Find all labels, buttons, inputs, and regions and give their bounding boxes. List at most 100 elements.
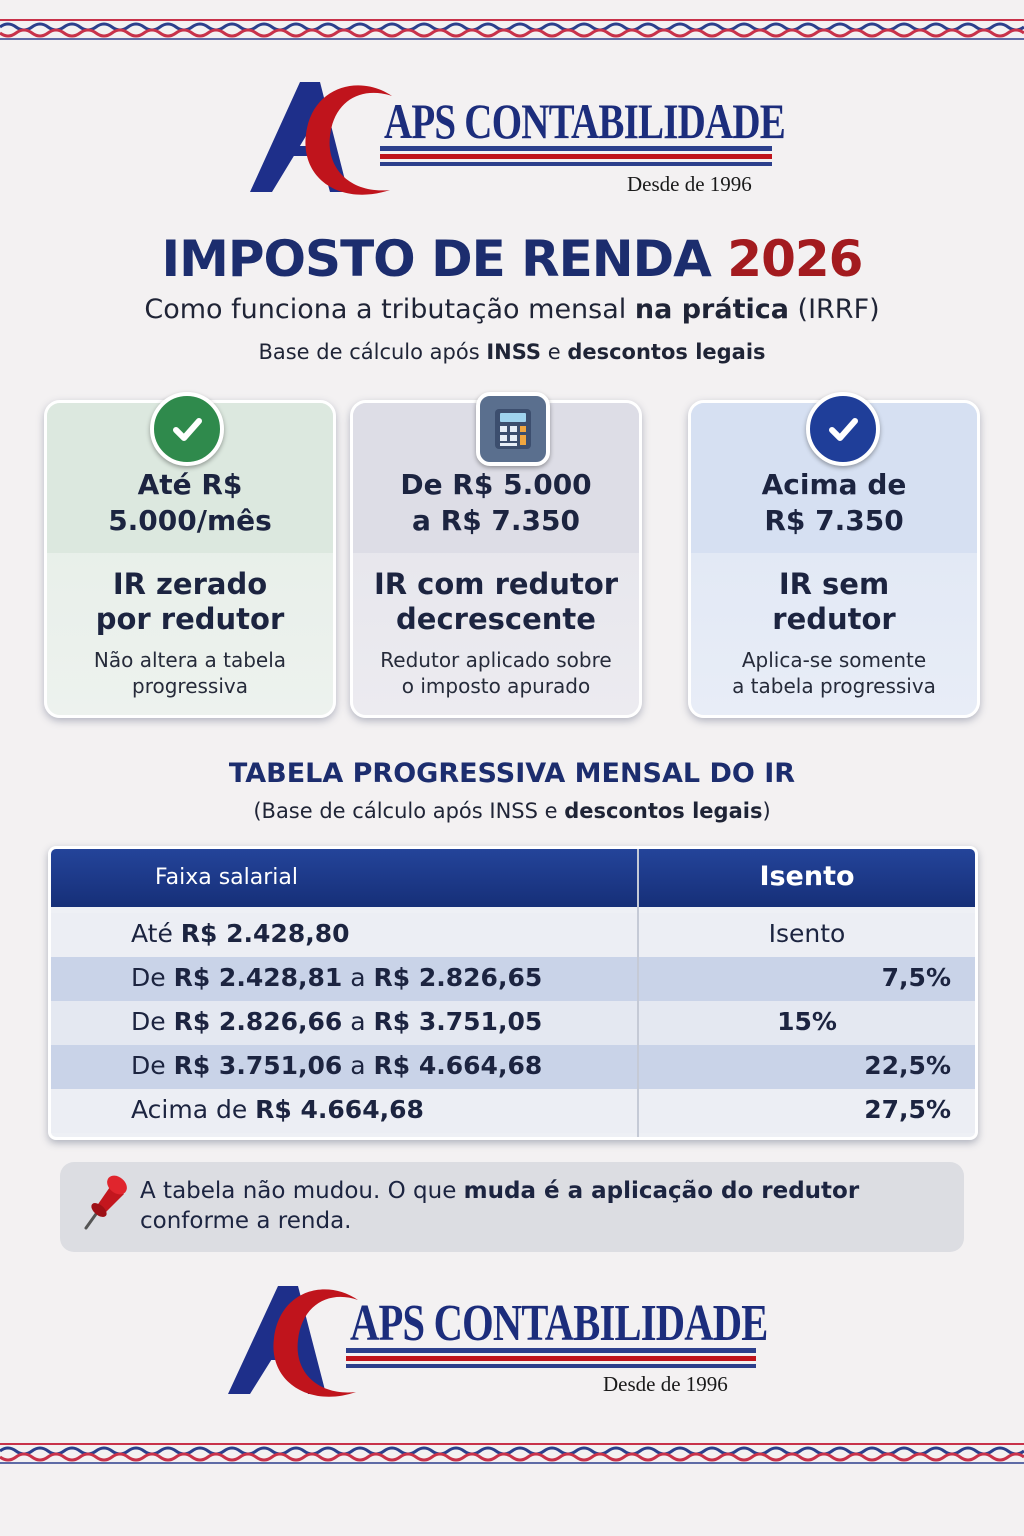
range-cell: Acima de R$ 4.664,68 [131, 1095, 424, 1124]
logo-bottom: APS CONTABILIDADE Desde de 1996 [0, 1282, 1024, 1422]
table-row: Acima de R$ 4.664,68 27,5% [51, 1089, 975, 1133]
range-to: R$ 2.826,65 [373, 963, 543, 992]
range-prefix: Acima de [131, 1095, 256, 1124]
base-pre: Base de cálculo após [258, 340, 487, 364]
card-desc-line2: a tabela progressiva [732, 674, 936, 698]
check-blue-icon [806, 392, 880, 466]
table-header: Faixa salarial Isento [51, 849, 975, 907]
subtitle: Como funciona a tributação mensal na prá… [0, 294, 1024, 325]
rate-cell: 27,5% [864, 1095, 951, 1124]
card-desc-line1: Não altera a tabela [93, 648, 287, 672]
card-range: Até R$ 5.000/mês [47, 467, 333, 539]
range-from: R$ 2.826,66 [173, 1007, 343, 1036]
title-main: IMPOSTO DE RENDA [161, 230, 712, 288]
table-row: De R$ 3.751,06 a R$ 4.664,68 22,5% [51, 1045, 975, 1089]
range-from: R$ 2.428,81 [173, 963, 343, 992]
logo-mark-icon [228, 1286, 756, 1397]
range-prefix: Até [131, 919, 181, 948]
table-sub-bold: descontos legais [564, 799, 763, 823]
header-faixa-salarial: Faixa salarial [155, 865, 299, 890]
card-title-line2: redutor [772, 602, 896, 636]
card-acima-7350: Acima de R$ 7.350 IR sem redutor Aplica-se… [688, 400, 980, 718]
check-green-icon [150, 392, 224, 466]
range-from: R$ 3.751,06 [173, 1051, 343, 1080]
card-range-line1: Acima de [761, 468, 907, 501]
page-title: IMPOSTO DE RENDA 2026 [0, 230, 1024, 288]
rate-cell: 15% [777, 1007, 837, 1036]
card-description: Não altera a tabela progressiva [47, 647, 333, 699]
bottom-wavy-border [0, 1443, 1024, 1464]
card-title: IR zerado por redutor [47, 567, 333, 637]
calculator-icon [476, 392, 550, 466]
subtitle-post: (IRRF) [788, 294, 880, 325]
range-from: R$ 2.428,80 [180, 919, 350, 948]
base-calculation-line: Base de cálculo após INSS e descontos le… [0, 340, 1024, 364]
note-pre: A tabela não mudou. O que [140, 1178, 464, 1204]
card-range-line1: De R$ 5.000 [400, 468, 592, 501]
column-divider [637, 849, 639, 1137]
rate-cell: 7,5% [881, 963, 951, 992]
card-desc-line2: o imposto apurado [401, 674, 591, 698]
card-description: Redutor aplicado sobre o imposto apurado [353, 647, 639, 699]
card-5000-a-7350: De R$ 5.000 a R$ 7.350 IR com redutor decr… [350, 400, 642, 718]
base-descontos: descontos legais [567, 340, 766, 364]
card-title: IR com redutor decrescente [353, 567, 639, 637]
logo-since: Desde de 1996 [627, 172, 752, 196]
table-title: TABELA PROGRESSIVA MENSAL DO IR [228, 758, 796, 789]
table-subtitle: (Base de cálculo após INSS e descontos l… [0, 799, 1024, 823]
range-cell: De R$ 3.751,06 a R$ 4.664,68 [131, 1051, 542, 1080]
logo-top: APS CONTABILIDADE Desde de 1996 [0, 76, 1024, 216]
card-title: IR sem redutor [691, 567, 977, 637]
card-range: Acima de R$ 7.350 [691, 467, 977, 539]
card-title-line1: IR sem [778, 567, 890, 601]
table-row: De R$ 2.428,81 a R$ 2.826,65 7,5% [51, 957, 975, 1001]
card-title-line1: IR com redutor [373, 567, 619, 601]
note-box: A tabela não mudou. O que muda é a aplic… [60, 1162, 964, 1252]
card-desc-line1: Aplica-se somente [741, 648, 927, 672]
rate-cell: Isento [768, 919, 846, 948]
card-range-line2: R$ 7.350 [764, 504, 904, 537]
subtitle-pre: Como funciona a tributação mensal [144, 294, 635, 325]
logo-mark-icon [250, 82, 772, 195]
card-desc-line1: Redutor aplicado sobre [380, 648, 612, 672]
logo-name: APS CONTABILIDADE [384, 93, 786, 149]
range-prefix: De [131, 1051, 174, 1080]
range-prefix: De [131, 963, 174, 992]
card-range-line1: Até R$ [137, 468, 243, 501]
note-post: conforme a renda. [140, 1208, 352, 1234]
logo-since: Desde de 1996 [603, 1372, 728, 1396]
rate-cell: 22,5% [864, 1051, 951, 1080]
range-to: R$ 3.751,05 [373, 1007, 543, 1036]
card-range-line2: a R$ 7.350 [412, 504, 580, 537]
card-title-line1: IR zerado [112, 567, 268, 601]
range-cell: Até R$ 2.428,80 [131, 919, 350, 948]
top-wavy-border [0, 19, 1024, 40]
table-row: Até R$ 2.428,80 Isento [51, 913, 975, 957]
card-description: Aplica-se somente a tabela progressiva [691, 647, 977, 699]
card-range: De R$ 5.000 a R$ 7.350 [353, 467, 639, 539]
range-prefix: De [131, 1007, 174, 1036]
range-to: R$ 4.664,68 [373, 1051, 543, 1080]
note-bold: muda é a aplicação do redutor [463, 1178, 860, 1204]
base-inss: INSS [486, 340, 542, 364]
card-title-line2: por redutor [95, 602, 285, 636]
base-mid: e [541, 340, 568, 364]
range-mid: a [342, 1051, 374, 1080]
subtitle-bold: na prática [634, 294, 789, 325]
range-from: R$ 4.664,68 [255, 1095, 424, 1124]
range-mid: a [342, 1007, 374, 1036]
pushpin-icon [84, 1175, 127, 1230]
progressive-table: Faixa salarial Isento Até R$ 2.428,80 Is… [48, 846, 978, 1140]
table-sub-pre: (Base de cálculo após INSS e [253, 799, 565, 823]
card-range-line2: 5.000/mês [108, 504, 272, 537]
table-sub-post: ) [762, 799, 771, 823]
range-cell: De R$ 2.826,66 a R$ 3.751,05 [131, 1007, 542, 1036]
title-year: 2026 [727, 230, 863, 288]
range-mid: a [342, 963, 374, 992]
card-desc-line2: progressiva [132, 674, 248, 698]
card-title-line2: decrescente [396, 602, 596, 636]
table-row: De R$ 2.826,66 a R$ 3.751,05 15% [51, 1001, 975, 1045]
range-cell: De R$ 2.428,81 a R$ 2.826,65 [131, 963, 542, 992]
note-text: A tabela não mudou. O que muda é a aplic… [140, 1176, 950, 1236]
header-isento: Isento [759, 861, 855, 892]
